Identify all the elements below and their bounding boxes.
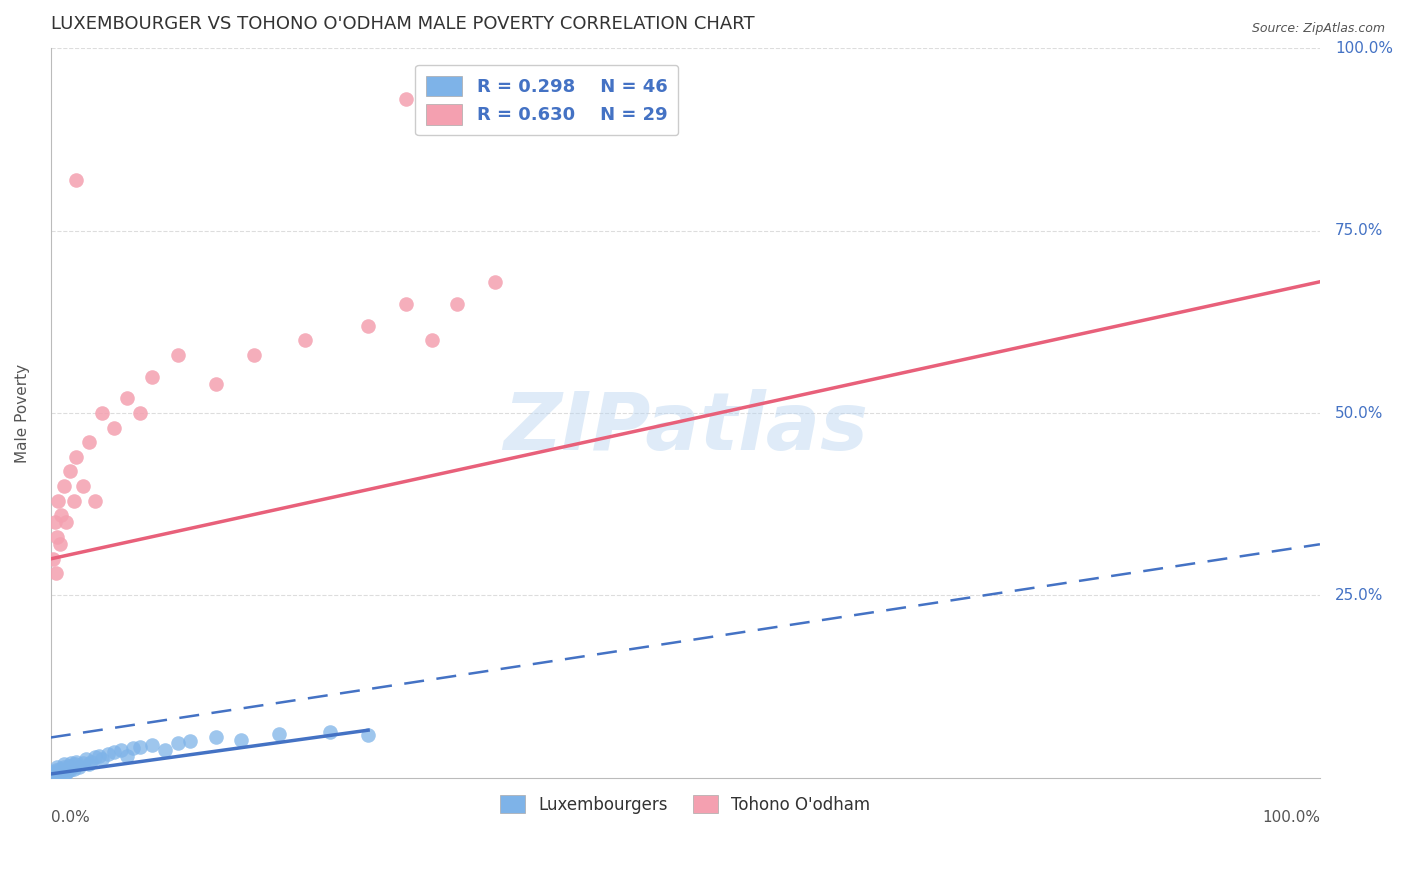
Point [49,766,72,780]
Point [153,743,176,757]
Point [357,728,380,742]
Text: Source: ZipAtlas.com: Source: ZipAtlas.com [1251,22,1385,36]
Point [141,738,163,752]
Point [44,767,66,781]
Point [63,757,86,772]
Point [56,764,79,779]
Point [446,296,468,310]
Point [395,296,418,310]
Text: 50.0%: 50.0% [1336,406,1384,420]
Point [166,348,188,362]
Legend: Luxembourgers, Tohono O'odham: Luxembourgers, Tohono O'odham [494,789,877,821]
Point [46,759,69,773]
Point [49,508,72,522]
Y-axis label: Male Poverty: Male Poverty [15,363,30,463]
Point [52,757,75,772]
Point [77,435,100,450]
Point [48,493,70,508]
Point [204,731,226,745]
Point [103,745,125,759]
Point [90,752,112,766]
Point [115,392,138,406]
Point [128,406,150,420]
Text: 0.0%: 0.0% [51,811,90,825]
Point [72,479,94,493]
Point [294,333,316,347]
Point [319,725,342,739]
Point [59,764,82,778]
Point [62,762,84,776]
Point [115,748,138,763]
Point [231,732,253,747]
Point [141,369,163,384]
Point [72,756,94,770]
Point [42,764,65,779]
Point [59,464,82,478]
Point [75,752,97,766]
Point [62,493,84,508]
Point [420,333,443,347]
Point [166,735,188,749]
Text: 100.0%: 100.0% [1336,41,1393,56]
Text: ZIPatlas: ZIPatlas [503,389,868,467]
Point [42,551,65,566]
Point [42,767,65,781]
Point [51,764,73,778]
Point [46,530,69,544]
Point [90,406,112,420]
Point [52,479,75,493]
Point [179,734,201,748]
Point [103,420,125,434]
Point [65,755,87,769]
Point [395,93,418,107]
Point [84,750,107,764]
Point [65,450,87,464]
Point [48,537,70,551]
Text: 100.0%: 100.0% [1263,811,1320,825]
Point [44,516,66,530]
Point [204,376,226,391]
Point [45,566,67,581]
Text: 25.0%: 25.0% [1336,588,1384,603]
Point [84,493,107,508]
Point [77,757,100,772]
Point [52,760,75,774]
Point [269,727,291,741]
Point [128,739,150,754]
Point [243,348,266,362]
Point [97,747,120,762]
Point [48,762,70,776]
Point [110,743,132,757]
Point [60,759,83,773]
Point [67,760,90,774]
Point [45,764,67,778]
Point [55,516,77,530]
Point [48,764,70,779]
Point [41,768,63,782]
Text: LUXEMBOURGER VS TOHONO O'ODHAM MALE POVERTY CORRELATION CHART: LUXEMBOURGER VS TOHONO O'ODHAM MALE POVE… [51,15,755,33]
Point [58,759,80,773]
Point [65,172,87,186]
Point [46,769,69,783]
Point [60,756,83,770]
Point [55,762,77,776]
Point [87,748,110,763]
Point [53,767,76,781]
Text: 75.0%: 75.0% [1336,223,1384,238]
Point [80,755,103,769]
Point [357,318,380,333]
Point [484,275,506,289]
Point [122,741,145,756]
